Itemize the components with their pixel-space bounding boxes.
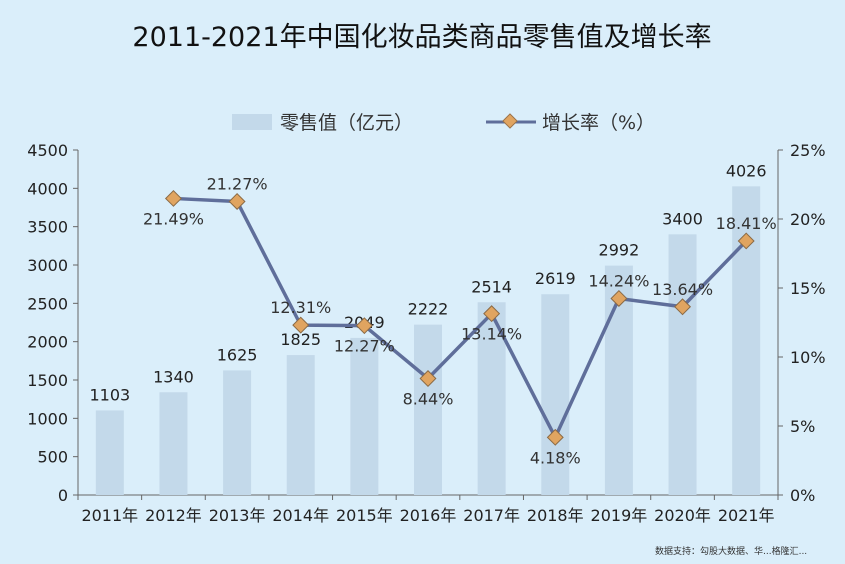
growth-marker — [164, 189, 182, 207]
y-right-tick-label: 25% — [790, 141, 826, 160]
bar-value-label: 3400 — [662, 209, 703, 228]
bar-value-label: 2992 — [599, 241, 640, 260]
y-right-tick-label: 10% — [790, 348, 826, 367]
y-left-tick-label: 2500 — [27, 294, 68, 313]
x-tick-label: 2018年 — [527, 506, 584, 525]
y-left-tick-label: 4000 — [27, 179, 68, 198]
x-tick-label: 2015年 — [336, 506, 393, 525]
x-tick-label: 2021年 — [718, 506, 775, 525]
growth-marker — [228, 192, 246, 210]
x-tick-label: 2020年 — [654, 506, 711, 525]
bar-value-label: 2514 — [471, 277, 512, 296]
y-left-tick-label: 2000 — [27, 333, 68, 352]
y-left-tick-label: 4500 — [27, 141, 68, 160]
bar-value-label: 2619 — [535, 269, 576, 288]
bar — [414, 324, 442, 495]
growth-value-label: 21.49% — [143, 209, 204, 228]
plot-area: 0 500 1000 1500 2000 2500 3000 3500 4000 4500 0% 5%… — [27, 141, 825, 525]
bar — [95, 410, 124, 495]
growth-value-label: 14.24% — [588, 271, 649, 290]
y-right-tick-label: 0% — [790, 486, 815, 505]
chart-title: 2011-2021年中国化妆品类商品零售值及增长率 — [132, 22, 711, 53]
y-right-tick-label: 20% — [790, 210, 826, 229]
x-tick-label: 2017年 — [463, 506, 520, 525]
x-tick-label: 2012年 — [145, 506, 202, 525]
growth-value-label: 18.41% — [716, 214, 777, 233]
y-right-tick-label: 15% — [790, 279, 826, 298]
bar — [350, 337, 379, 495]
bar — [286, 355, 315, 495]
growth-marker — [546, 428, 564, 446]
bar — [668, 234, 697, 496]
y-right-tick-label: 5% — [790, 417, 815, 436]
source-note: 数据支持：勾股大数据、华...格隆汇... — [655, 545, 807, 557]
legend: 零售值（亿元） 增长率（%） — [232, 112, 655, 134]
growth-value-label: 21.27% — [207, 174, 268, 193]
growth-value-label: 13.14% — [461, 325, 522, 344]
bar — [223, 370, 252, 495]
growth-marker — [483, 305, 501, 323]
x-tick-label: 2019年 — [591, 506, 648, 525]
growth-value-label: 13.64% — [652, 280, 713, 299]
legend-bar-swatch — [232, 114, 272, 130]
growth-marker — [355, 317, 373, 335]
y-left-tick-label: 0 — [58, 486, 68, 505]
bar-value-label: 1340 — [153, 367, 194, 386]
legend-label-bar: 零售值（亿元） — [280, 112, 413, 134]
legend-label-line: 增长率（%） — [542, 112, 655, 134]
growth-marker — [737, 232, 755, 250]
bar-value-label: 1103 — [89, 385, 130, 404]
y-left-tick-label: 3500 — [27, 218, 68, 237]
y-left-tick-label: 3000 — [27, 256, 68, 275]
y-left-tick-label: 1000 — [27, 409, 68, 428]
bar-value-label: 1625 — [217, 345, 258, 364]
y-left-tick-label: 1500 — [27, 371, 68, 390]
x-tick-label: 2014年 — [272, 506, 329, 525]
x-tick-label: 2013年 — [209, 506, 266, 525]
growth-marker — [674, 298, 692, 316]
bar-value-label: 2222 — [408, 300, 449, 319]
growth-marker — [419, 370, 437, 388]
growth-marker — [610, 290, 628, 307]
growth-line — [173, 196, 748, 440]
legend-marker-swatch — [502, 113, 518, 129]
x-tick-label: 2011年 — [81, 506, 138, 525]
bar — [159, 392, 188, 495]
bar — [541, 294, 570, 495]
growth-value-label: 8.44% — [403, 390, 454, 409]
bar-value-label: 1825 — [280, 330, 321, 349]
growth-marker — [292, 316, 310, 334]
y-left-tick-label: 500 — [37, 448, 68, 467]
growth-value-label: 4.18% — [530, 448, 581, 467]
growth-value-label: 12.27% — [334, 337, 395, 356]
growth-value-label: 12.31% — [270, 298, 331, 317]
x-tick-label: 2016年 — [400, 506, 457, 525]
bar-value-label: 4026 — [726, 161, 767, 180]
